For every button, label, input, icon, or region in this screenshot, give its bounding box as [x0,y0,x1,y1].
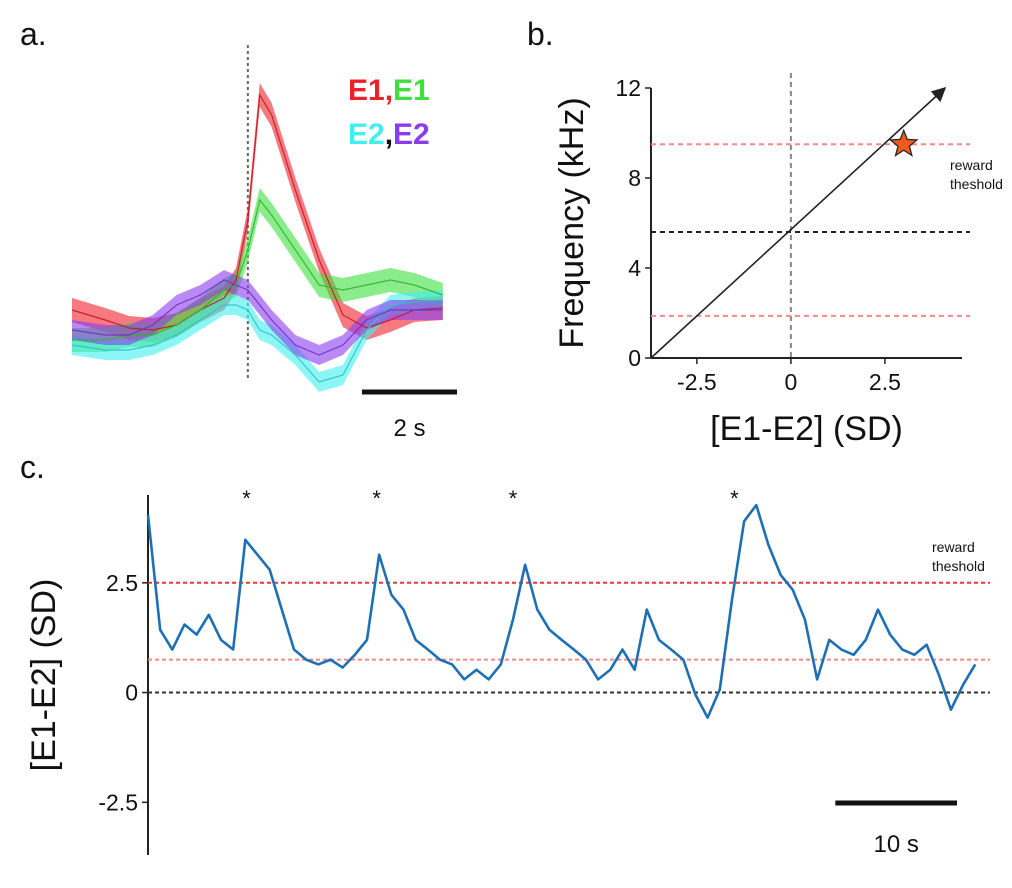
target-star [888,128,919,157]
legend: E2,E2 [348,118,430,151]
scale-bar-label: 10 s [873,831,918,858]
reward-marker: * [730,486,739,511]
mapping-line [650,87,947,359]
error-band [72,270,443,365]
legend-entry: E1 [393,74,430,107]
error-band [72,290,443,392]
legend-separator: , [385,118,393,151]
trace-line [71,299,443,383]
trace-line [71,279,443,356]
scale-bar-label: 2 s [393,415,425,442]
reward-marker: * [372,486,381,511]
y-axis-label: [E1-E2] (SD) [25,579,63,772]
y-tick-label: 0 [125,680,138,706]
reward-marker: * [509,486,518,511]
y-tick-label: 8 [628,165,641,191]
x-tick-label: 2.5 [869,369,901,395]
legend: E1,E1 [348,74,430,107]
annotation: reward [950,157,993,173]
y-axis-label: Frequency (kHz) [553,97,591,348]
panel-label: c. [20,449,45,485]
legend-entry: E1 [348,74,385,107]
legend-entry: E2 [348,118,385,151]
annotation: theshold [932,558,985,574]
y-tick-label: 12 [615,75,641,101]
annotation: reward [932,539,975,555]
trace-line [72,198,443,341]
y-tick-label: 0 [628,345,641,371]
annotation: theshold [950,176,1003,192]
x-tick-label: -2.5 [677,369,717,395]
x-axis-label: [E1-E2] (SD) [710,410,903,448]
panel-label: a. [20,16,47,52]
y-tick-label: 2.5 [106,570,138,596]
reward-marker: * [242,486,251,511]
legend-separator: , [385,74,393,107]
y-tick-label: 4 [628,255,641,281]
panel-label: b. [527,16,554,52]
y-tick-label: -2.5 [98,789,138,815]
legend-entry: E2 [393,118,430,151]
trace-line [146,503,977,719]
x-tick-label: 0 [784,369,797,395]
